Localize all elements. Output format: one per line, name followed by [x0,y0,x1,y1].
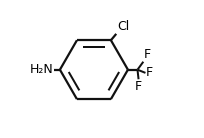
Text: F: F [135,80,142,93]
Text: F: F [144,48,151,61]
Text: Cl: Cl [117,20,130,33]
Text: F: F [146,66,153,79]
Text: H₂N: H₂N [29,63,53,76]
